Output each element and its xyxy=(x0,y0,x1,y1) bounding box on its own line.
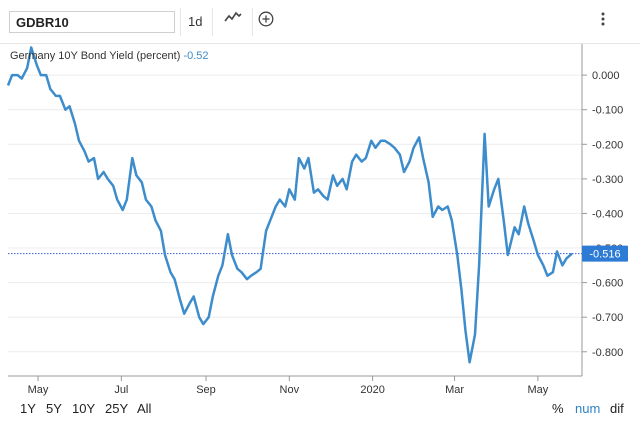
y-tick-label: -0.600 xyxy=(592,278,623,290)
x-tick-label: Mar xyxy=(445,384,464,396)
chart-area: 0.000-0.100-0.200-0.300-0.400-0.500-0.60… xyxy=(0,44,640,396)
symbol-input[interactable]: GDBR10 xyxy=(9,11,175,33)
vertical-ellipsis-icon[interactable] xyxy=(600,11,622,33)
line-chart-icon[interactable] xyxy=(224,11,246,33)
mode-dif-button[interactable]: dif xyxy=(610,401,624,416)
toolbar-divider xyxy=(180,8,181,36)
toolbar-divider xyxy=(212,8,213,36)
y-tick-label: -0.800 xyxy=(592,347,623,359)
y-tick-label: 0.000 xyxy=(592,70,620,82)
toolbar-divider xyxy=(252,8,253,36)
range-25y-button[interactable]: 25Y xyxy=(105,401,129,416)
x-tick-label: Sep xyxy=(196,384,216,396)
y-tick-label: -0.700 xyxy=(592,312,623,324)
range-5y-button[interactable]: 5Y xyxy=(46,401,62,416)
x-tick-label: May xyxy=(527,384,548,396)
y-tick-label: -0.100 xyxy=(592,105,623,117)
y-tick-label: -0.200 xyxy=(592,139,623,151)
x-tick-label: Jul xyxy=(114,384,128,396)
legend-value: -0.52 xyxy=(183,50,208,62)
mode-percent-button[interactable]: % xyxy=(552,401,564,416)
yield-chart: 0.000-0.100-0.200-0.300-0.400-0.500-0.60… xyxy=(6,44,628,396)
y-tick-label: -0.400 xyxy=(592,208,623,220)
y-tick-label: -0.300 xyxy=(592,174,623,186)
x-tick-label: Nov xyxy=(280,384,300,396)
current-value-marker xyxy=(582,245,628,262)
mode-num-button[interactable]: num xyxy=(575,401,601,416)
interval-selector[interactable]: 1d xyxy=(188,14,203,29)
chart-footer: 1Y 5Y 10Y 25Y All % num dif xyxy=(0,396,640,431)
yield-series-line xyxy=(6,46,573,364)
x-tick-label: 2020 xyxy=(360,384,384,396)
legend-label: Germany 10Y Bond Yield (percent) -0.52 xyxy=(10,50,209,62)
range-10y-button[interactable]: 10Y xyxy=(72,401,96,416)
range-1y-button[interactable]: 1Y xyxy=(20,401,36,416)
current-value-label: -0.516 xyxy=(589,249,620,261)
chart-toolbar: GDBR10 1d xyxy=(0,0,640,44)
range-all-button[interactable]: All xyxy=(137,401,152,416)
plus-circle-icon[interactable] xyxy=(258,11,280,33)
x-tick-label: May xyxy=(28,384,49,396)
